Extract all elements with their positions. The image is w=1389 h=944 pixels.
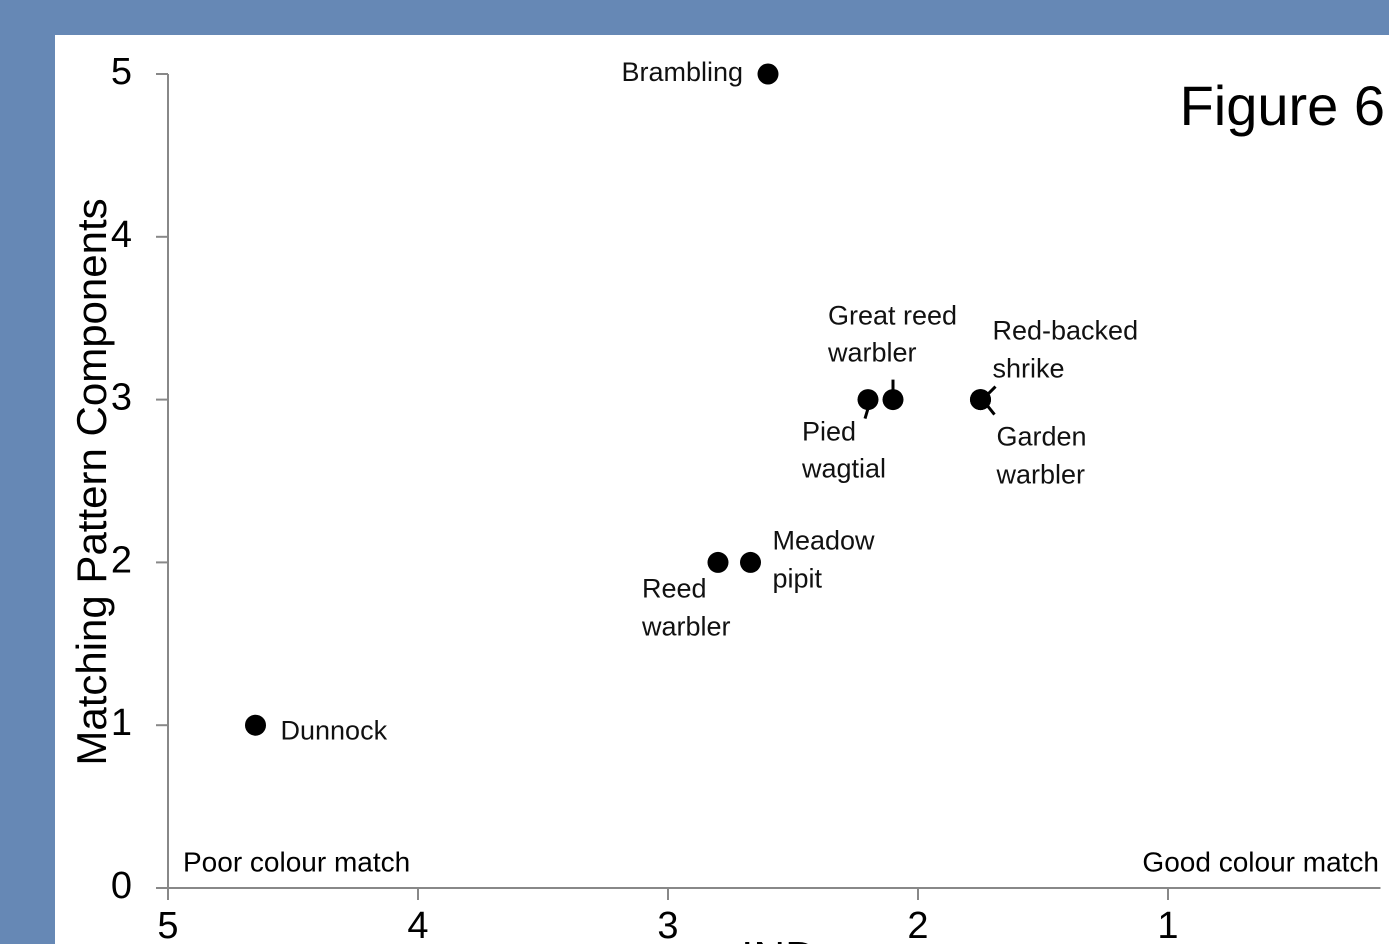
point — [970, 389, 991, 411]
x-tick-label: 5 — [157, 905, 178, 944]
point — [740, 551, 761, 573]
slide-panel — [55, 35, 1389, 944]
point-label: Reed — [642, 574, 707, 604]
x-tick-label: 1 — [1157, 905, 1178, 944]
y-tick-label: 2 — [111, 539, 132, 581]
point-label: Meadow — [773, 526, 876, 556]
point-label: Garden — [997, 422, 1087, 452]
chart-title: Figure 6 — [1180, 74, 1385, 137]
point-label: wagtial — [801, 454, 886, 484]
point — [857, 389, 879, 411]
x-axis-label: INDs — [741, 933, 839, 944]
point-label: Great reed — [828, 301, 957, 331]
annotation: Good colour match — [1142, 846, 1379, 877]
point-label: warbler — [827, 338, 917, 368]
point — [757, 63, 779, 85]
point-label: pipit — [773, 564, 823, 594]
x-tick-label: 2 — [907, 905, 928, 944]
y-tick-label: 4 — [111, 214, 132, 256]
point-label: Dunnock — [281, 715, 388, 745]
y-axis-label: Matching Pattern Components — [68, 198, 115, 765]
point — [245, 714, 266, 736]
annotation: Poor colour match — [183, 846, 410, 877]
point-label: warbler — [996, 460, 1086, 490]
y-tick-label: 3 — [111, 377, 132, 419]
leader-line — [863, 408, 870, 420]
point-label: Pied — [802, 417, 856, 447]
point-label: Brambling — [621, 57, 743, 87]
y-tick-label: 5 — [111, 51, 132, 93]
point-label: warbler — [641, 612, 731, 642]
x-tick-label: 4 — [407, 905, 428, 944]
point — [707, 551, 729, 573]
point-label: shrike — [993, 354, 1065, 384]
point — [882, 389, 904, 411]
point-label: Red-backed — [993, 316, 1139, 346]
y-tick-label: 1 — [111, 702, 132, 744]
y-tick-label: 0 — [111, 865, 132, 907]
x-tick-label: 3 — [657, 905, 678, 944]
